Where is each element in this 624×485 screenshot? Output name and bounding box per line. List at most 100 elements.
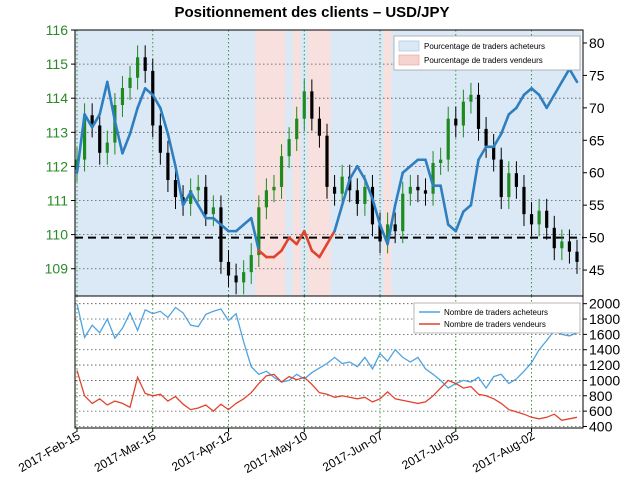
price-bar-33 <box>325 123 329 199</box>
price-body-61 <box>537 210 541 225</box>
sentiment-fill-59 <box>520 30 529 296</box>
price-body-22 <box>242 272 246 283</box>
price-body-15 <box>189 190 193 204</box>
price-bar-2 <box>90 103 94 138</box>
price-bar-20 <box>226 249 231 288</box>
price-bar-32 <box>317 106 322 148</box>
sentiment-fill-43 <box>398 30 408 296</box>
price-body-32 <box>317 118 322 136</box>
price-tick-label-5: 111 <box>47 193 68 209</box>
sentiment-segment-44 <box>409 158 420 168</box>
trader-count-lines <box>76 303 578 421</box>
sentiment-segment-50 <box>454 210 465 233</box>
sentiment-fill-51 <box>459 30 468 296</box>
price-body-7 <box>128 77 132 88</box>
sentiment-fill-44 <box>406 30 415 296</box>
price-tick-label-3: 113 <box>46 124 69 140</box>
count-tick-label-3: 1400 <box>589 342 620 358</box>
count-tick-label-8: 400 <box>589 418 613 434</box>
price-body-33 <box>325 135 329 187</box>
price-bar-31 <box>310 79 314 131</box>
price-bar-65 <box>567 229 572 264</box>
count-tick-label-4: 1200 <box>589 357 620 373</box>
count-tick-label-7: 600 <box>589 403 613 419</box>
price-bar-52 <box>469 82 473 114</box>
sentiment-segment-2 <box>90 113 102 129</box>
price-bar-59 <box>522 174 526 227</box>
price-body-43 <box>401 193 405 232</box>
price-bar-11 <box>158 113 162 165</box>
sentiment-segment-38 <box>363 177 374 200</box>
price-tick-label-6: 110 <box>46 227 69 243</box>
count-tick-label-5: 1000 <box>589 372 620 388</box>
count-series-0 <box>76 303 578 390</box>
price-body-27 <box>279 156 284 187</box>
count-tick-label-6: 800 <box>589 388 613 404</box>
sentiment-segment-43 <box>401 164 412 175</box>
sentiment-segment-40 <box>378 223 389 246</box>
price-bar-50 <box>454 106 458 138</box>
price-body-57 <box>507 173 511 198</box>
sentiment-segment-46 <box>424 158 435 188</box>
sentiment-segment-1 <box>83 113 94 129</box>
sentiment-fill-42 <box>391 30 400 296</box>
sentiment-fill-15 <box>186 30 195 296</box>
sentiment-fill-39 <box>368 30 377 296</box>
sentiment-segment-28 <box>287 236 298 246</box>
sentiment-segment-32 <box>318 242 329 259</box>
price-bar-26 <box>272 174 276 203</box>
sentiment-segment-34 <box>333 203 344 233</box>
sentiment-fill-64 <box>558 30 567 296</box>
price-bar-42 <box>393 212 397 244</box>
price-body-56 <box>499 159 503 198</box>
sentiment-fill-38 <box>361 30 370 296</box>
sentiment-fill-65 <box>565 30 574 296</box>
price-axis-ticks: 116 115 114 113 112 111 110 109 <box>45 22 75 277</box>
sentiment-segment-61 <box>537 93 548 110</box>
sentiment-fill-41 <box>383 30 392 296</box>
price-body-29 <box>295 118 299 140</box>
price-body-64 <box>560 241 564 249</box>
price-body-31 <box>310 91 314 119</box>
sentiment-fill-19 <box>217 30 226 296</box>
sentiment-segment-27 <box>280 236 291 252</box>
sentiment-fill-25 <box>262 30 271 296</box>
sentiment-fill-29 <box>292 30 301 296</box>
price-body-11 <box>158 125 162 153</box>
sentiment-fill-22 <box>239 30 248 296</box>
sentiment-fill-36 <box>345 30 355 296</box>
price-body-58 <box>514 173 518 187</box>
price-body-1 <box>82 115 87 160</box>
sentiment-tick-label-5: 55 <box>589 197 605 213</box>
sentiment-segment-24 <box>257 249 268 259</box>
price-bar-58 <box>514 161 518 199</box>
price-body-16 <box>196 186 200 191</box>
price-bar-10 <box>151 58 155 138</box>
sentiment-tick-label-2: 70 <box>589 100 605 116</box>
legend-swatch-long <box>398 40 420 52</box>
sentiment-fill-24 <box>255 30 264 296</box>
price-bar-46 <box>423 178 428 206</box>
price-body-19 <box>219 207 223 262</box>
price-bar-54 <box>484 116 488 158</box>
sentiment-segment-10 <box>151 93 162 110</box>
sentiment-segment-42 <box>393 171 405 207</box>
sentiment-segment-65 <box>568 67 579 84</box>
price-body-34 <box>332 186 337 194</box>
chart-title: Positionnement des clients – USD/JPY <box>174 4 449 21</box>
sentiment-segment-31 <box>310 249 321 259</box>
price-bar-56 <box>499 147 503 210</box>
sentiment-tick-label-3: 65 <box>589 132 605 148</box>
sentiment-segment-15 <box>189 190 200 207</box>
price-bar-27 <box>279 144 284 199</box>
price-body-53 <box>476 94 481 129</box>
sentiment-segment-48 <box>439 184 450 226</box>
price-body-21 <box>234 275 238 283</box>
sentiment-segment-26 <box>272 249 283 259</box>
price-bar-61 <box>537 198 541 237</box>
price-bar-3 <box>98 113 102 165</box>
sentiment-segment-30 <box>302 229 314 252</box>
sentiment-fill-54 <box>482 30 491 296</box>
